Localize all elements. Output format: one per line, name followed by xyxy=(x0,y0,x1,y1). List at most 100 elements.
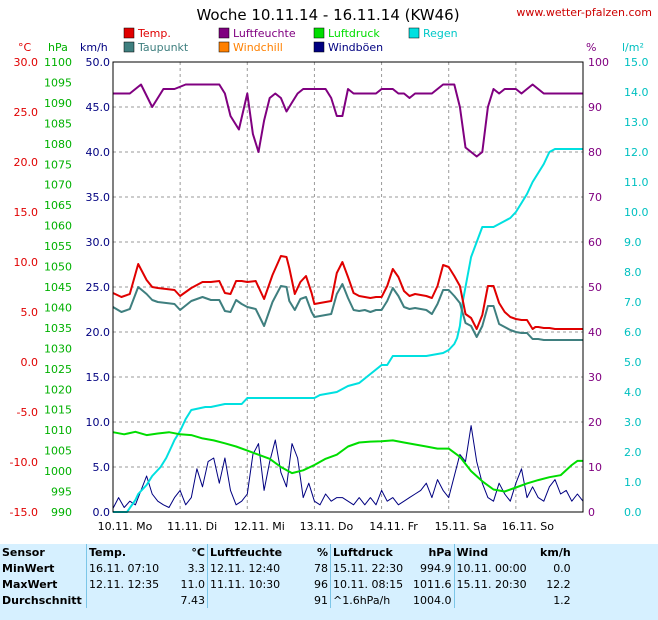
stats-pressure-time: ^1.6hPa/h xyxy=(330,592,411,608)
temp-tick-label: 0.0 xyxy=(21,356,39,369)
legend-label: Luftfeuchte xyxy=(233,27,296,40)
stats-row-label: Durchschnitt xyxy=(2,593,82,607)
rain-tick-label: 10.0 xyxy=(624,206,649,219)
temp-tick-label: 30.0 xyxy=(14,56,39,69)
legend-label: Taupunkt xyxy=(137,41,189,54)
humidity-tick-label: 10 xyxy=(588,461,602,474)
legend-swatch xyxy=(218,27,230,39)
stats-header-humidity-unit: % xyxy=(316,545,328,559)
pressure-tick-label: 1095 xyxy=(44,76,72,89)
pressure-tick-label: 995 xyxy=(51,486,72,499)
stats-header-humidity: Luftfeuchte xyxy=(207,544,300,560)
stats-wind-time: 15.11. 20:30 xyxy=(453,576,529,592)
humidity-tick-label: 50 xyxy=(588,281,602,294)
pressure-tick-label: 1025 xyxy=(44,363,72,376)
stats-humidity-value: 96 xyxy=(314,577,328,591)
pressure-tick-label: 1070 xyxy=(44,179,72,192)
pressure-tick-label: 1100 xyxy=(44,56,72,69)
series-lines xyxy=(112,83,584,513)
plot-frame xyxy=(112,61,584,513)
stats-humidity-value: 91 xyxy=(314,593,328,607)
pressure-tick-label: 1000 xyxy=(44,465,72,478)
stats-temp-time: 12.11. 12:35 xyxy=(86,576,173,592)
legend-swatch xyxy=(123,41,135,53)
legend-swatch xyxy=(408,27,420,39)
humidity-unit-label: % xyxy=(586,41,596,54)
series-taupunkt-line xyxy=(112,283,583,341)
legend-label: Regen xyxy=(423,27,458,40)
rain-tick-label: 11.0 xyxy=(624,176,649,189)
day-label: 10.11. Mo xyxy=(98,520,153,533)
temp-unit-label: °C xyxy=(18,41,32,54)
pressure-tick-label: 1045 xyxy=(44,281,72,294)
legend-label: Temp. xyxy=(137,27,171,40)
stats-temp-value: 3.3 xyxy=(187,561,206,575)
stats-pressure-value: 994.9 xyxy=(420,561,452,575)
pressure-tick-label: 1090 xyxy=(44,97,72,110)
rain-axis: 15.0 14.0 13.0 12.0 11.0 10.0 9.0 8.0 7.0 6.0 5.0 4… xyxy=(624,56,649,519)
pressure-axis: 1100 1095 1090 1085 1080 1075 1070 1065 1060 1055… xyxy=(44,56,72,519)
pressure-tick-label: 1020 xyxy=(44,383,72,396)
rain-tick-label: 3.0 xyxy=(624,416,642,429)
wind-tick-label: 20.0 xyxy=(86,326,111,339)
temp-tick-label: 25.0 xyxy=(14,106,39,119)
chart-title: Woche 10.11.14 - 16.11.14 (KW46) xyxy=(196,6,459,24)
humidity-tick-label: 90 xyxy=(588,101,602,114)
day-label: 12.11. Mi xyxy=(234,520,285,533)
pressure-tick-label: 1030 xyxy=(44,342,72,355)
temp-tick-label: -5.0 xyxy=(17,406,38,419)
wind-tick-label: 40.0 xyxy=(86,146,111,159)
rain-tick-label: 6.0 xyxy=(624,326,642,339)
temp-tick-label: 20.0 xyxy=(14,156,39,169)
pressure-tick-label: 1050 xyxy=(44,261,72,274)
legend-swatch xyxy=(313,27,325,39)
stats-temp-time xyxy=(86,592,173,608)
legend-label: Luftdruck xyxy=(328,27,380,40)
temp-tick-label: -15.0 xyxy=(10,506,38,519)
wind-tick-label: 5.0 xyxy=(93,461,111,474)
stats-pressure-time: 10.11. 08:15 xyxy=(330,576,411,592)
stats-header-pressure-unit: hPa xyxy=(428,545,452,559)
stats-header-wind: Wind xyxy=(453,544,529,560)
temp-axis: 30.0 25.0 20.0 15.0 10.0 5.0 0.0 -5.0 -10.0 -15.0 xyxy=(10,56,38,519)
pressure-tick-label: 1065 xyxy=(44,199,72,212)
legend-swatch xyxy=(313,41,325,53)
pressure-tick-label: 1010 xyxy=(44,424,72,437)
stats-header-sensor: Sensor xyxy=(2,545,45,559)
stats-humidity-time: 12.11. 12:40 xyxy=(207,560,300,576)
rain-tick-label: 5.0 xyxy=(624,356,642,369)
wind-tick-label: 10.0 xyxy=(86,416,111,429)
source-link[interactable]: www.wetter-pfalzen.com xyxy=(516,6,652,19)
humidity-tick-label: 80 xyxy=(588,146,602,159)
rain-tick-label: 4.0 xyxy=(624,386,642,399)
stats-header-temp: Temp. xyxy=(86,544,173,560)
stats-pressure-value: 1004.0 xyxy=(413,593,452,607)
stats-row-min: MinWert 16.11. 07:10 3.3 12.11. 12:40 78… xyxy=(0,560,573,576)
series-luftfeuchte-line xyxy=(113,83,583,158)
stats-panel: Sensor Temp. °C Luftfeuchte % Luftdruck … xyxy=(0,544,658,620)
rain-tick-label: 8.0 xyxy=(624,266,642,279)
humidity-tick-label: 40 xyxy=(588,326,602,339)
humidity-tick-label: 60 xyxy=(588,236,602,249)
stats-wind-value: 0.0 xyxy=(553,561,571,575)
stats-header-temp-unit: °C xyxy=(191,545,205,559)
pressure-tick-label: 1085 xyxy=(44,117,72,130)
wind-axis: 50.0 45.0 40.0 35.0 30.0 25.0 20.0 15.0 10.0 5.0 0… xyxy=(86,56,111,519)
humidity-tick-label: 70 xyxy=(588,191,602,204)
stats-header-wind-unit: km/h xyxy=(540,545,571,559)
day-label: 15.11. Sa xyxy=(435,520,487,533)
series-luftdruck-line xyxy=(112,430,583,493)
legend-swatch xyxy=(123,27,135,39)
humidity-tick-label: 0 xyxy=(588,506,595,519)
pressure-tick-label: 1080 xyxy=(44,138,72,151)
legend-label: Windchill xyxy=(233,41,283,54)
pressure-tick-label: 1015 xyxy=(44,404,72,417)
rain-tick-label: 0.0 xyxy=(624,506,642,519)
wind-tick-label: 30.0 xyxy=(86,236,111,249)
rain-tick-label: 2.0 xyxy=(624,446,642,459)
rain-tick-label: 9.0 xyxy=(624,236,642,249)
pressure-tick-label: 990 xyxy=(51,506,72,519)
rain-tick-label: 7.0 xyxy=(624,296,642,309)
